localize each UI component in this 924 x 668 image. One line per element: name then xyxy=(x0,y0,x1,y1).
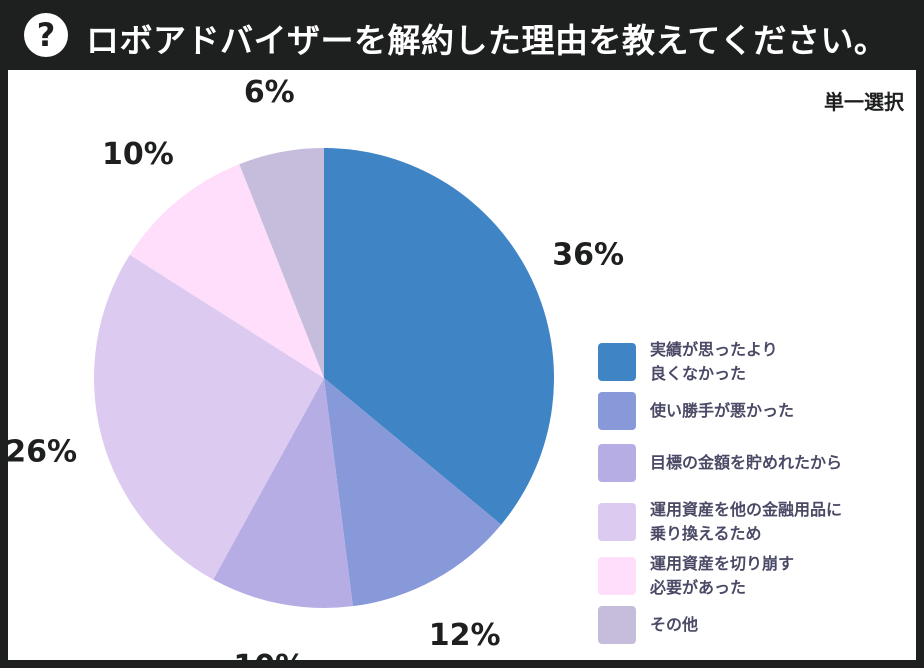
slice-percent-label: 6% xyxy=(244,75,295,110)
legend-swatch xyxy=(598,557,636,595)
question-type-label: 単一選択 xyxy=(824,90,904,114)
legend-item: 目標の金額を貯めれたから xyxy=(598,444,910,482)
pie-chart: 36% 12% 10% 26% 10% 6% xyxy=(8,75,624,660)
legend-swatch xyxy=(598,503,636,541)
question-circle-icon: ? xyxy=(24,13,68,57)
legend-item: 実績が思ったより 良くなかった xyxy=(598,338,910,386)
slice-percent-label: 12% xyxy=(429,618,501,653)
legend-item: 運用資産を他の金融用品に 乗り換えるため xyxy=(598,498,910,546)
legend-label: 運用資産を他の金融用品に 乗り換えるため xyxy=(650,500,843,543)
legend-swatch xyxy=(598,606,636,644)
legend-swatch xyxy=(598,392,636,430)
pie-slice-3 xyxy=(213,378,353,608)
chart-panel: 単一選択 36% 12% 10% 26% 10% 6% 実績が思ったより 良くなかった使い… xyxy=(8,70,916,660)
pie-slice-2 xyxy=(324,378,502,607)
legend-label: 目標の金額を貯めれたから xyxy=(650,453,843,472)
legend-item: 使い勝手が悪かった xyxy=(598,392,910,430)
legend-label: 運用資産を切り崩す 必要があった xyxy=(650,554,795,597)
slice-percent-label: 10% xyxy=(233,649,305,660)
legend-label: 使い勝手が悪かった xyxy=(650,401,795,420)
pie-slice-4 xyxy=(94,254,325,580)
page-title: ロボアドバイザーを解約した理由を教えてください。 xyxy=(86,21,888,60)
slice-percent-label: 36% xyxy=(552,238,624,273)
legend-item: その他 xyxy=(598,606,910,644)
header-bar: ? ロボアドバイザーを解約した理由を教えてください。 xyxy=(0,0,924,70)
pie-slice-5 xyxy=(129,164,324,378)
legend-swatch xyxy=(598,444,636,482)
legend-item: 運用資産を切り崩す 必要があった xyxy=(598,552,910,600)
pie-slice-6 xyxy=(239,148,324,378)
legend-label: 実績が思ったより 良くなかった xyxy=(650,340,778,383)
legend-swatch xyxy=(598,343,636,381)
slice-percent-label: 26% xyxy=(8,435,77,470)
slice-percent-label: 10% xyxy=(102,137,174,172)
pie-slice-1 xyxy=(324,148,554,525)
legend-label: その他 xyxy=(650,615,699,634)
